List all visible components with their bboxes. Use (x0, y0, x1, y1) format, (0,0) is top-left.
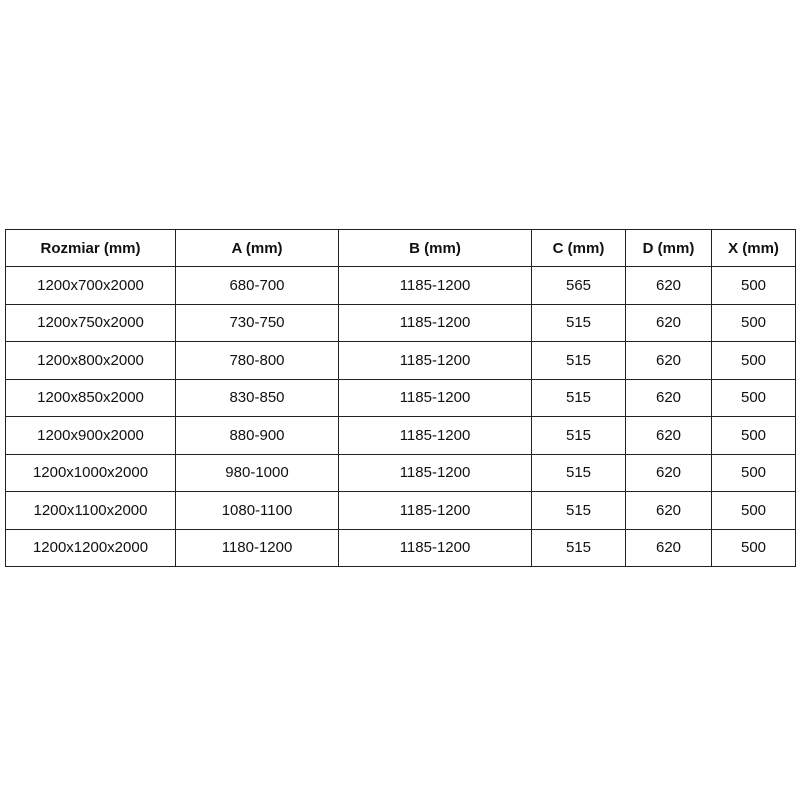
table-cell: 1185-1200 (338, 491, 532, 530)
table-cell: 1080-1100 (175, 491, 339, 530)
table-cell: 730-750 (175, 303, 339, 342)
table-cell: 1185-1200 (338, 266, 532, 305)
table-cell: 1200x1200x2000 (5, 528, 176, 567)
table-body: 1200x700x2000 680-700 1185-1200 565 620 500 12… (5, 266, 796, 567)
column-header: D (mm) (625, 229, 712, 267)
table-row: 1200x1100x2000 1080-1100 1185-1200 515 620 50… (5, 491, 796, 530)
table-row: 1200x800x2000 780-800 1185-1200 515 620 500 (5, 341, 796, 380)
table-cell: 620 (625, 453, 712, 492)
table-cell: 880-900 (175, 416, 339, 455)
table-cell: 500 (711, 453, 796, 492)
table-cell: 500 (711, 491, 796, 530)
table-cell: 1200x850x2000 (5, 378, 176, 417)
table-cell: 780-800 (175, 341, 339, 380)
table-cell: 620 (625, 266, 712, 305)
table-row: 1200x750x2000 730-750 1185-1200 515 620 500 (5, 303, 796, 342)
table-cell: 515 (531, 378, 626, 417)
column-header: A (mm) (175, 229, 339, 267)
table-cell: 1180-1200 (175, 528, 339, 567)
table-cell: 1200x1100x2000 (5, 491, 176, 530)
table-cell: 500 (711, 341, 796, 380)
table-cell: 980-1000 (175, 453, 339, 492)
table-cell: 515 (531, 341, 626, 380)
table-cell: 515 (531, 416, 626, 455)
table-cell: 1185-1200 (338, 453, 532, 492)
table-cell: 680-700 (175, 266, 339, 305)
table-cell: 620 (625, 416, 712, 455)
table-cell: 515 (531, 491, 626, 530)
table-cell: 1185-1200 (338, 378, 532, 417)
table-cell: 1185-1200 (338, 341, 532, 380)
dimensions-table: Rozmiar (mm) A (mm) B (mm) C (mm) D (mm) X (m… (5, 229, 796, 567)
table-cell: 515 (531, 528, 626, 567)
table-cell: 500 (711, 303, 796, 342)
column-header: Rozmiar (mm) (5, 229, 176, 267)
table-cell: 500 (711, 528, 796, 567)
table-cell: 1200x900x2000 (5, 416, 176, 455)
table-cell: 1200x700x2000 (5, 266, 176, 305)
table-cell: 830-850 (175, 378, 339, 417)
header-row: Rozmiar (mm) A (mm) B (mm) C (mm) D (mm) X (m… (5, 229, 796, 267)
table-cell: 620 (625, 378, 712, 417)
table-cell: 620 (625, 491, 712, 530)
column-header: X (mm) (711, 229, 796, 267)
table-cell: 620 (625, 528, 712, 567)
table-cell: 1185-1200 (338, 416, 532, 455)
table-cell: 515 (531, 303, 626, 342)
table-cell: 1200x1000x2000 (5, 453, 176, 492)
table-cell: 1200x750x2000 (5, 303, 176, 342)
column-header: B (mm) (338, 229, 532, 267)
table-row: 1200x850x2000 830-850 1185-1200 515 620 500 (5, 378, 796, 417)
column-header: C (mm) (531, 229, 626, 267)
table-cell: 500 (711, 416, 796, 455)
table-cell: 1185-1200 (338, 528, 532, 567)
table-cell: 620 (625, 303, 712, 342)
table-cell: 1200x800x2000 (5, 341, 176, 380)
table-cell: 515 (531, 453, 626, 492)
table-cell: 1185-1200 (338, 303, 532, 342)
table-cell: 500 (711, 378, 796, 417)
table-row: 1200x900x2000 880-900 1185-1200 515 620 500 (5, 416, 796, 455)
table-row: 1200x1000x2000 980-1000 1185-1200 515 620 500 (5, 453, 796, 492)
table-row: 1200x1200x2000 1180-1200 1185-1200 515 620 50… (5, 528, 796, 567)
table-row: 1200x700x2000 680-700 1185-1200 565 620 500 (5, 266, 796, 305)
table-cell: 500 (711, 266, 796, 305)
table-cell: 565 (531, 266, 626, 305)
table-cell: 620 (625, 341, 712, 380)
